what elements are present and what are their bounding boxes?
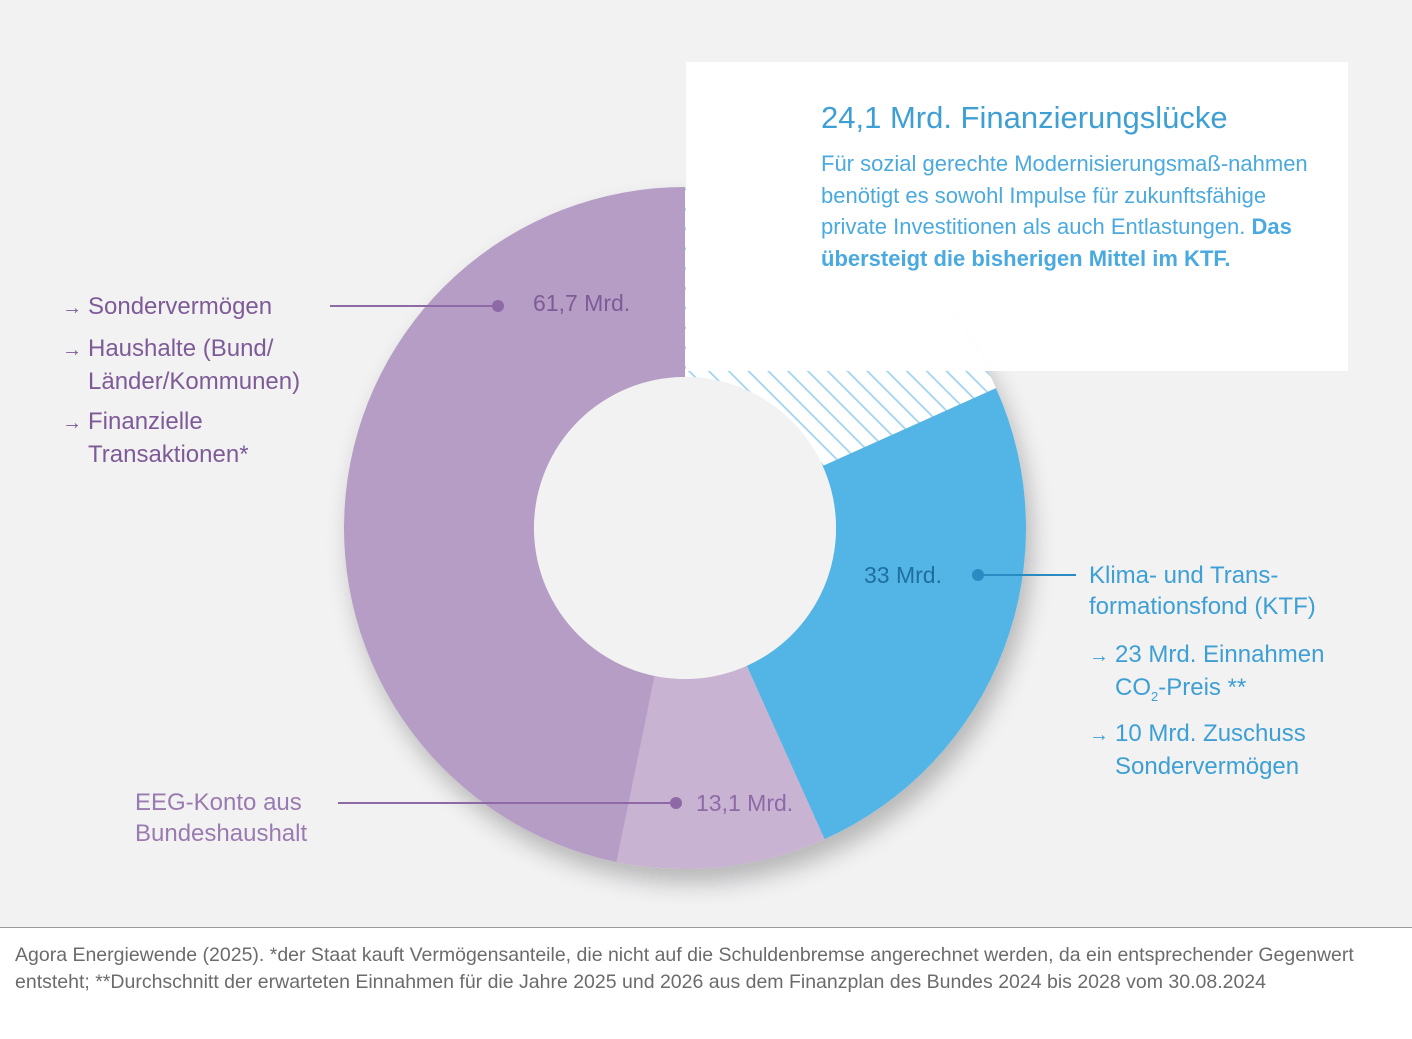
value-label-eeg: 13,1 Mrd.	[696, 790, 794, 816]
leader-dot-eeg	[670, 797, 682, 809]
leader-dot-sondervermoegen	[492, 300, 504, 312]
legend-transaktionen: → Finanzielle Transaktionen*	[62, 408, 249, 468]
arrow-icon: →	[1089, 724, 1109, 746]
callout-body-text: Für sozial gerechte Modernisierungsmaß-n…	[821, 151, 1308, 239]
legend-ktf-co2: → 23 Mrd. Einnahmen CO2-Preis **	[1089, 641, 1325, 704]
donut-slice-2	[616, 665, 825, 869]
legend-eeg: EEG-Konto aus Bundeshaushalt	[135, 789, 308, 847]
arrow-icon: →	[62, 339, 82, 361]
legend-ktf: Klima- und Trans- formationsfond (KTF)	[1089, 562, 1316, 620]
callout-body: Für sozial gerechte Modernisierungsmaß-n…	[821, 148, 1331, 274]
donut-slice-3	[343, 187, 685, 863]
callout-title: 24,1 Mrd. Finanzierungslücke	[821, 100, 1228, 135]
arrow-icon: →	[62, 297, 82, 319]
legend-haushalte: → Haushalte (Bund/ Länder/Kommunen)	[62, 335, 301, 395]
donut-hole	[534, 377, 836, 679]
source-footnote: Agora Energiewende (2025). *der Staat ka…	[15, 944, 1354, 993]
legend-sondervermoegen: → Sondervermögen	[62, 291, 272, 324]
footer-divider	[0, 927, 1412, 928]
value-label-sondervermoegen: 61,7 Mrd.	[533, 290, 631, 316]
callout-body-bold: Das übersteigt die bisherigen Mittel im …	[821, 214, 1292, 271]
arrow-icon: →	[62, 412, 82, 434]
value-label-ktf: 33 Mrd.	[864, 562, 942, 588]
callout-box: 24,1 Mrd. Finanzierungslücke Für sozial …	[686, 62, 1348, 371]
leader-dot-ktf	[972, 569, 984, 581]
arrow-icon: →	[1089, 645, 1109, 667]
legend-ktf-zuschuss: → 10 Mrd. Zuschuss Sondervermögen	[1089, 720, 1306, 780]
donut-slice-1	[746, 388, 1026, 840]
